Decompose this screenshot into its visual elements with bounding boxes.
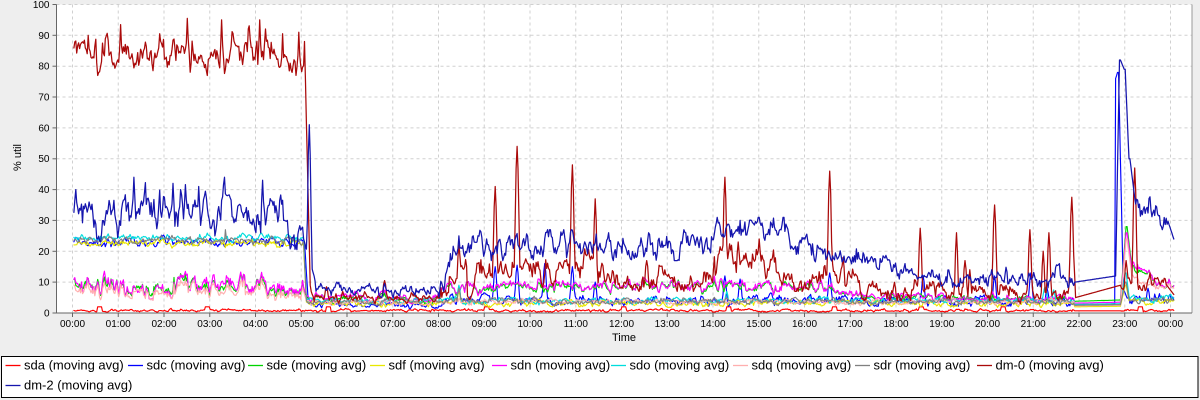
svg-text:% util: % util xyxy=(12,144,24,171)
svg-text:dm-2 (moving avg): dm-2 (moving avg) xyxy=(24,378,132,393)
svg-text:20:00: 20:00 xyxy=(975,319,1000,330)
svg-text:03:00: 03:00 xyxy=(197,319,222,330)
svg-text:100: 100 xyxy=(33,0,50,11)
svg-text:04:00: 04:00 xyxy=(243,319,268,330)
svg-text:06:00: 06:00 xyxy=(334,319,359,330)
svg-text:10:00: 10:00 xyxy=(517,319,542,330)
svg-text:07:00: 07:00 xyxy=(380,319,405,330)
svg-text:00:00: 00:00 xyxy=(1158,319,1183,330)
svg-text:sdf (moving avg): sdf (moving avg) xyxy=(389,358,485,373)
svg-text:30: 30 xyxy=(38,216,50,227)
svg-text:15:00: 15:00 xyxy=(746,319,771,330)
svg-text:10: 10 xyxy=(38,278,50,289)
svg-text:08:00: 08:00 xyxy=(426,319,451,330)
svg-text:0: 0 xyxy=(44,309,50,320)
svg-text:12:00: 12:00 xyxy=(609,319,634,330)
svg-text:20: 20 xyxy=(38,247,50,258)
svg-text:02:00: 02:00 xyxy=(151,319,176,330)
svg-text:sdn (moving avg): sdn (moving avg) xyxy=(511,358,611,373)
svg-text:11:00: 11:00 xyxy=(564,319,589,330)
svg-text:13:00: 13:00 xyxy=(655,319,680,330)
svg-text:16:00: 16:00 xyxy=(792,319,817,330)
svg-text:17:00: 17:00 xyxy=(838,319,863,330)
svg-text:sdo (moving avg): sdo (moving avg) xyxy=(630,358,730,373)
svg-text:70: 70 xyxy=(38,93,50,104)
svg-text:00:00: 00:00 xyxy=(60,319,85,330)
svg-text:01:00: 01:00 xyxy=(106,319,131,330)
svg-text:sdq (moving avg): sdq (moving avg) xyxy=(752,358,852,373)
svg-text:22:00: 22:00 xyxy=(1066,319,1091,330)
svg-text:sde (moving avg): sde (moving avg) xyxy=(267,358,367,373)
svg-text:sdr (moving avg): sdr (moving avg) xyxy=(874,358,971,373)
svg-text:40: 40 xyxy=(38,185,50,196)
svg-text:19:00: 19:00 xyxy=(929,319,954,330)
svg-text:80: 80 xyxy=(38,62,50,73)
svg-text:05:00: 05:00 xyxy=(289,319,314,330)
svg-text:23:00: 23:00 xyxy=(1112,319,1137,330)
svg-text:90: 90 xyxy=(38,31,50,42)
svg-text:sda (moving avg): sda (moving avg) xyxy=(24,358,124,373)
svg-text:21:00: 21:00 xyxy=(1021,319,1046,330)
svg-text:dm-0 (moving avg): dm-0 (moving avg) xyxy=(996,358,1104,373)
svg-text:14:00: 14:00 xyxy=(700,319,725,330)
svg-text:Time: Time xyxy=(612,332,636,344)
svg-text:09:00: 09:00 xyxy=(472,319,497,330)
svg-text:18:00: 18:00 xyxy=(883,319,908,330)
svg-text:60: 60 xyxy=(38,123,50,134)
svg-text:50: 50 xyxy=(38,154,50,165)
svg-text:sdc (moving avg): sdc (moving avg) xyxy=(147,358,246,373)
